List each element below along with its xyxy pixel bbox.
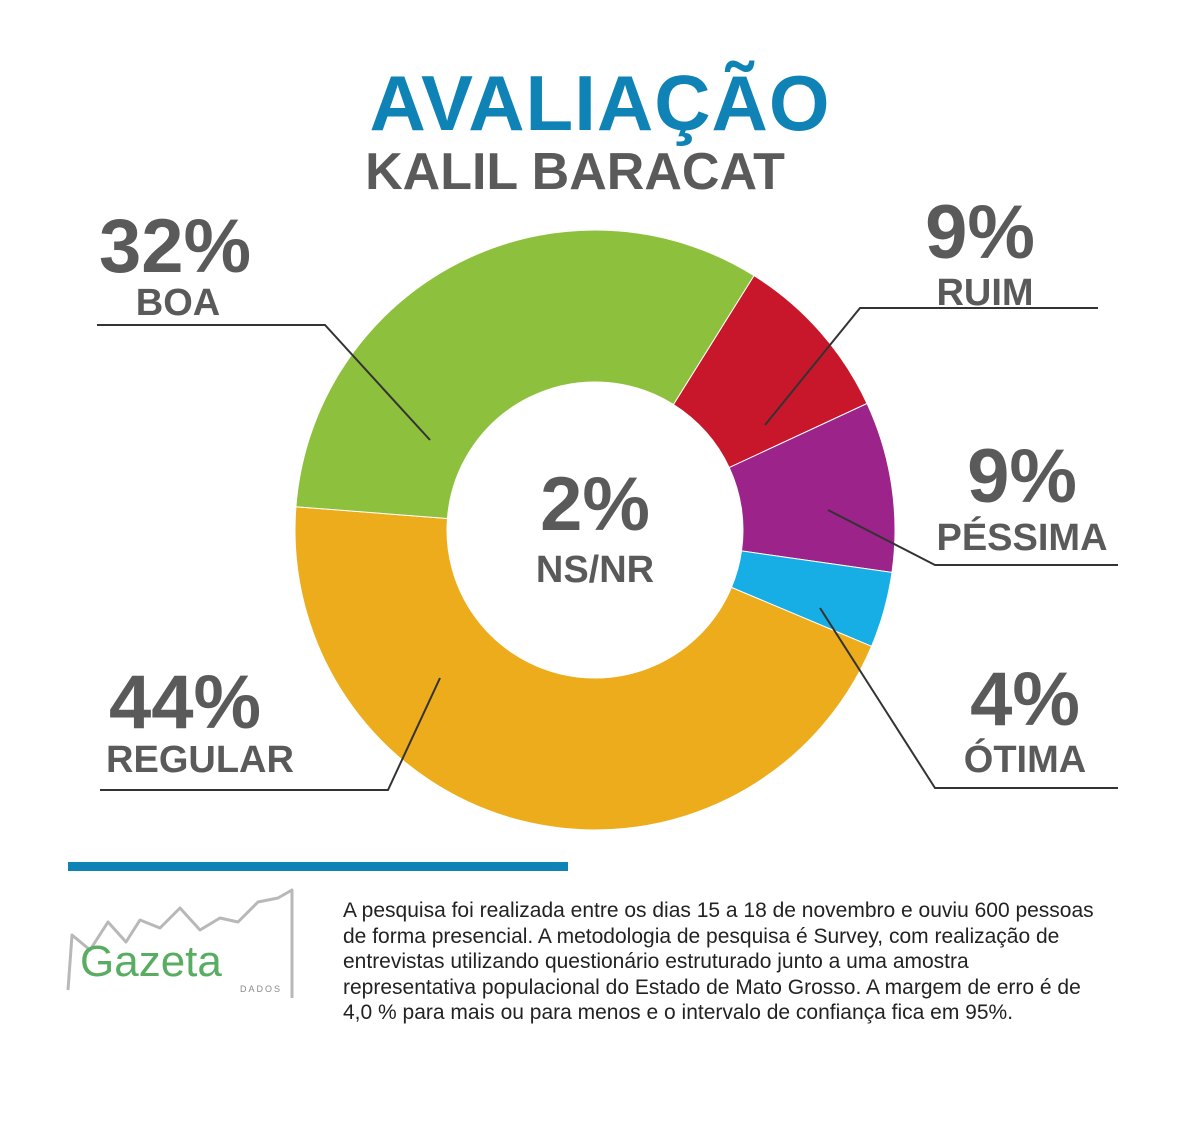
percent-label-boa: 32% xyxy=(99,204,251,289)
category-label-pessima: PÉSSIMA xyxy=(936,515,1107,559)
slice-regular xyxy=(294,506,873,831)
chart-title: AVALIAÇÃO xyxy=(369,59,831,147)
category-label-otima: ÓTIMA xyxy=(964,737,1086,781)
category-label-ruim: RUIM xyxy=(936,272,1033,314)
percent-label-otima: 4% xyxy=(970,657,1080,742)
category-label-regular: REGULAR xyxy=(106,739,294,781)
logo-name: Gazeta xyxy=(80,937,222,986)
methodology-note: A pesquisa foi realizada entre os dias 1… xyxy=(343,899,1094,1024)
leader-line-otima xyxy=(819,607,1118,789)
slice-boa xyxy=(295,229,755,520)
divider-rule xyxy=(68,862,568,871)
leader-line-ruim xyxy=(764,307,1098,426)
center-percent-label: 2% xyxy=(540,462,650,547)
leader-line-pessima xyxy=(827,509,1118,566)
leader-line-boa xyxy=(97,324,431,441)
leader-line-regular xyxy=(100,677,441,791)
chart-subtitle: KALIL BARACAT xyxy=(365,143,785,201)
percent-label-pessima: 9% xyxy=(967,434,1077,519)
category-label-boa: BOA xyxy=(136,282,220,324)
donut-chart: 9%RUIM9%PÉSSIMA4%ÓTIMA44%REGULAR32%BOA2%… xyxy=(97,190,1118,831)
logo-tagline: DADOS xyxy=(240,984,282,994)
center-category-label: NS/NR xyxy=(536,549,654,591)
percent-label-regular: 44% xyxy=(109,660,261,745)
gazeta-logo: Gazeta DADOS xyxy=(66,888,294,998)
percent-label-ruim: 9% xyxy=(925,190,1035,275)
logo-mountain-line xyxy=(66,888,294,998)
